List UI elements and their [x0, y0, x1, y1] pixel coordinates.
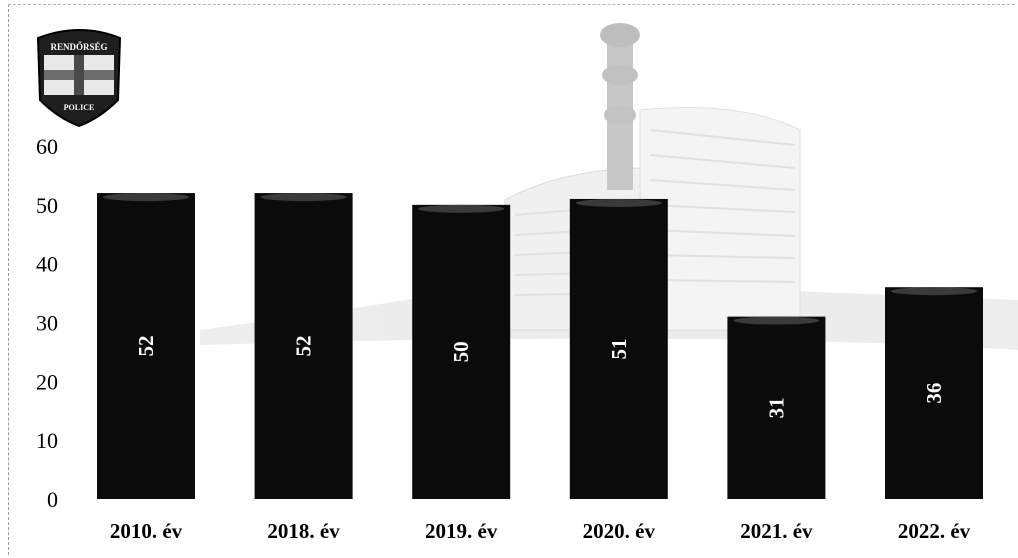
- x-category-label: 2022. év: [898, 519, 971, 543]
- x-category-label: 2019. év: [425, 519, 498, 543]
- logo-bottom-text: POLICE: [64, 103, 95, 112]
- y-tick-label: 0: [47, 487, 58, 512]
- bar-value-label: 51: [607, 338, 631, 359]
- logo-top-text: RENDŐRSÉG: [50, 42, 107, 52]
- bar-value-label: 31: [764, 397, 788, 418]
- bar: [885, 287, 983, 499]
- bar-top-highlight: [103, 193, 189, 202]
- bar: [569, 198, 668, 499]
- y-tick-label: 20: [36, 369, 58, 394]
- bar: [254, 193, 353, 500]
- bar: [727, 316, 826, 499]
- category-labels: 2010. év 2018. év 2019. év 2020. év 2021. év…: [110, 519, 971, 543]
- bar-value-label: 52: [292, 336, 316, 357]
- bar-value-label: 50: [449, 341, 473, 362]
- bar-value-label: 36: [922, 383, 946, 404]
- x-category-label: 2021. év: [740, 519, 813, 543]
- y-tick-label: 50: [36, 193, 58, 218]
- y-tick-label: 40: [36, 252, 58, 277]
- bar-top-highlight: [575, 198, 662, 207]
- y-axis: 0 10 20 30 40 50 60: [36, 134, 58, 512]
- x-category-label: 2010. év: [110, 519, 183, 543]
- bar: [97, 193, 195, 500]
- bar-top-highlight: [733, 316, 820, 325]
- bars: 52 52 50 51 31 36: [97, 193, 983, 500]
- y-tick-label: 10: [36, 428, 58, 453]
- y-tick-label: 30: [36, 311, 58, 336]
- chart-frame: [8, 4, 1015, 555]
- y-tick-label: 60: [36, 134, 58, 159]
- bar-top-highlight: [418, 204, 505, 213]
- x-category-label: 2018. év: [267, 519, 340, 543]
- police-badge-logo: RENDŐRSÉG POLICE: [36, 29, 122, 128]
- bar-top-highlight: [891, 287, 977, 296]
- bar: [412, 204, 511, 500]
- bar-value-label: 52: [134, 336, 158, 357]
- x-category-label: 2020. év: [583, 519, 656, 543]
- bar-top-highlight: [260, 193, 347, 202]
